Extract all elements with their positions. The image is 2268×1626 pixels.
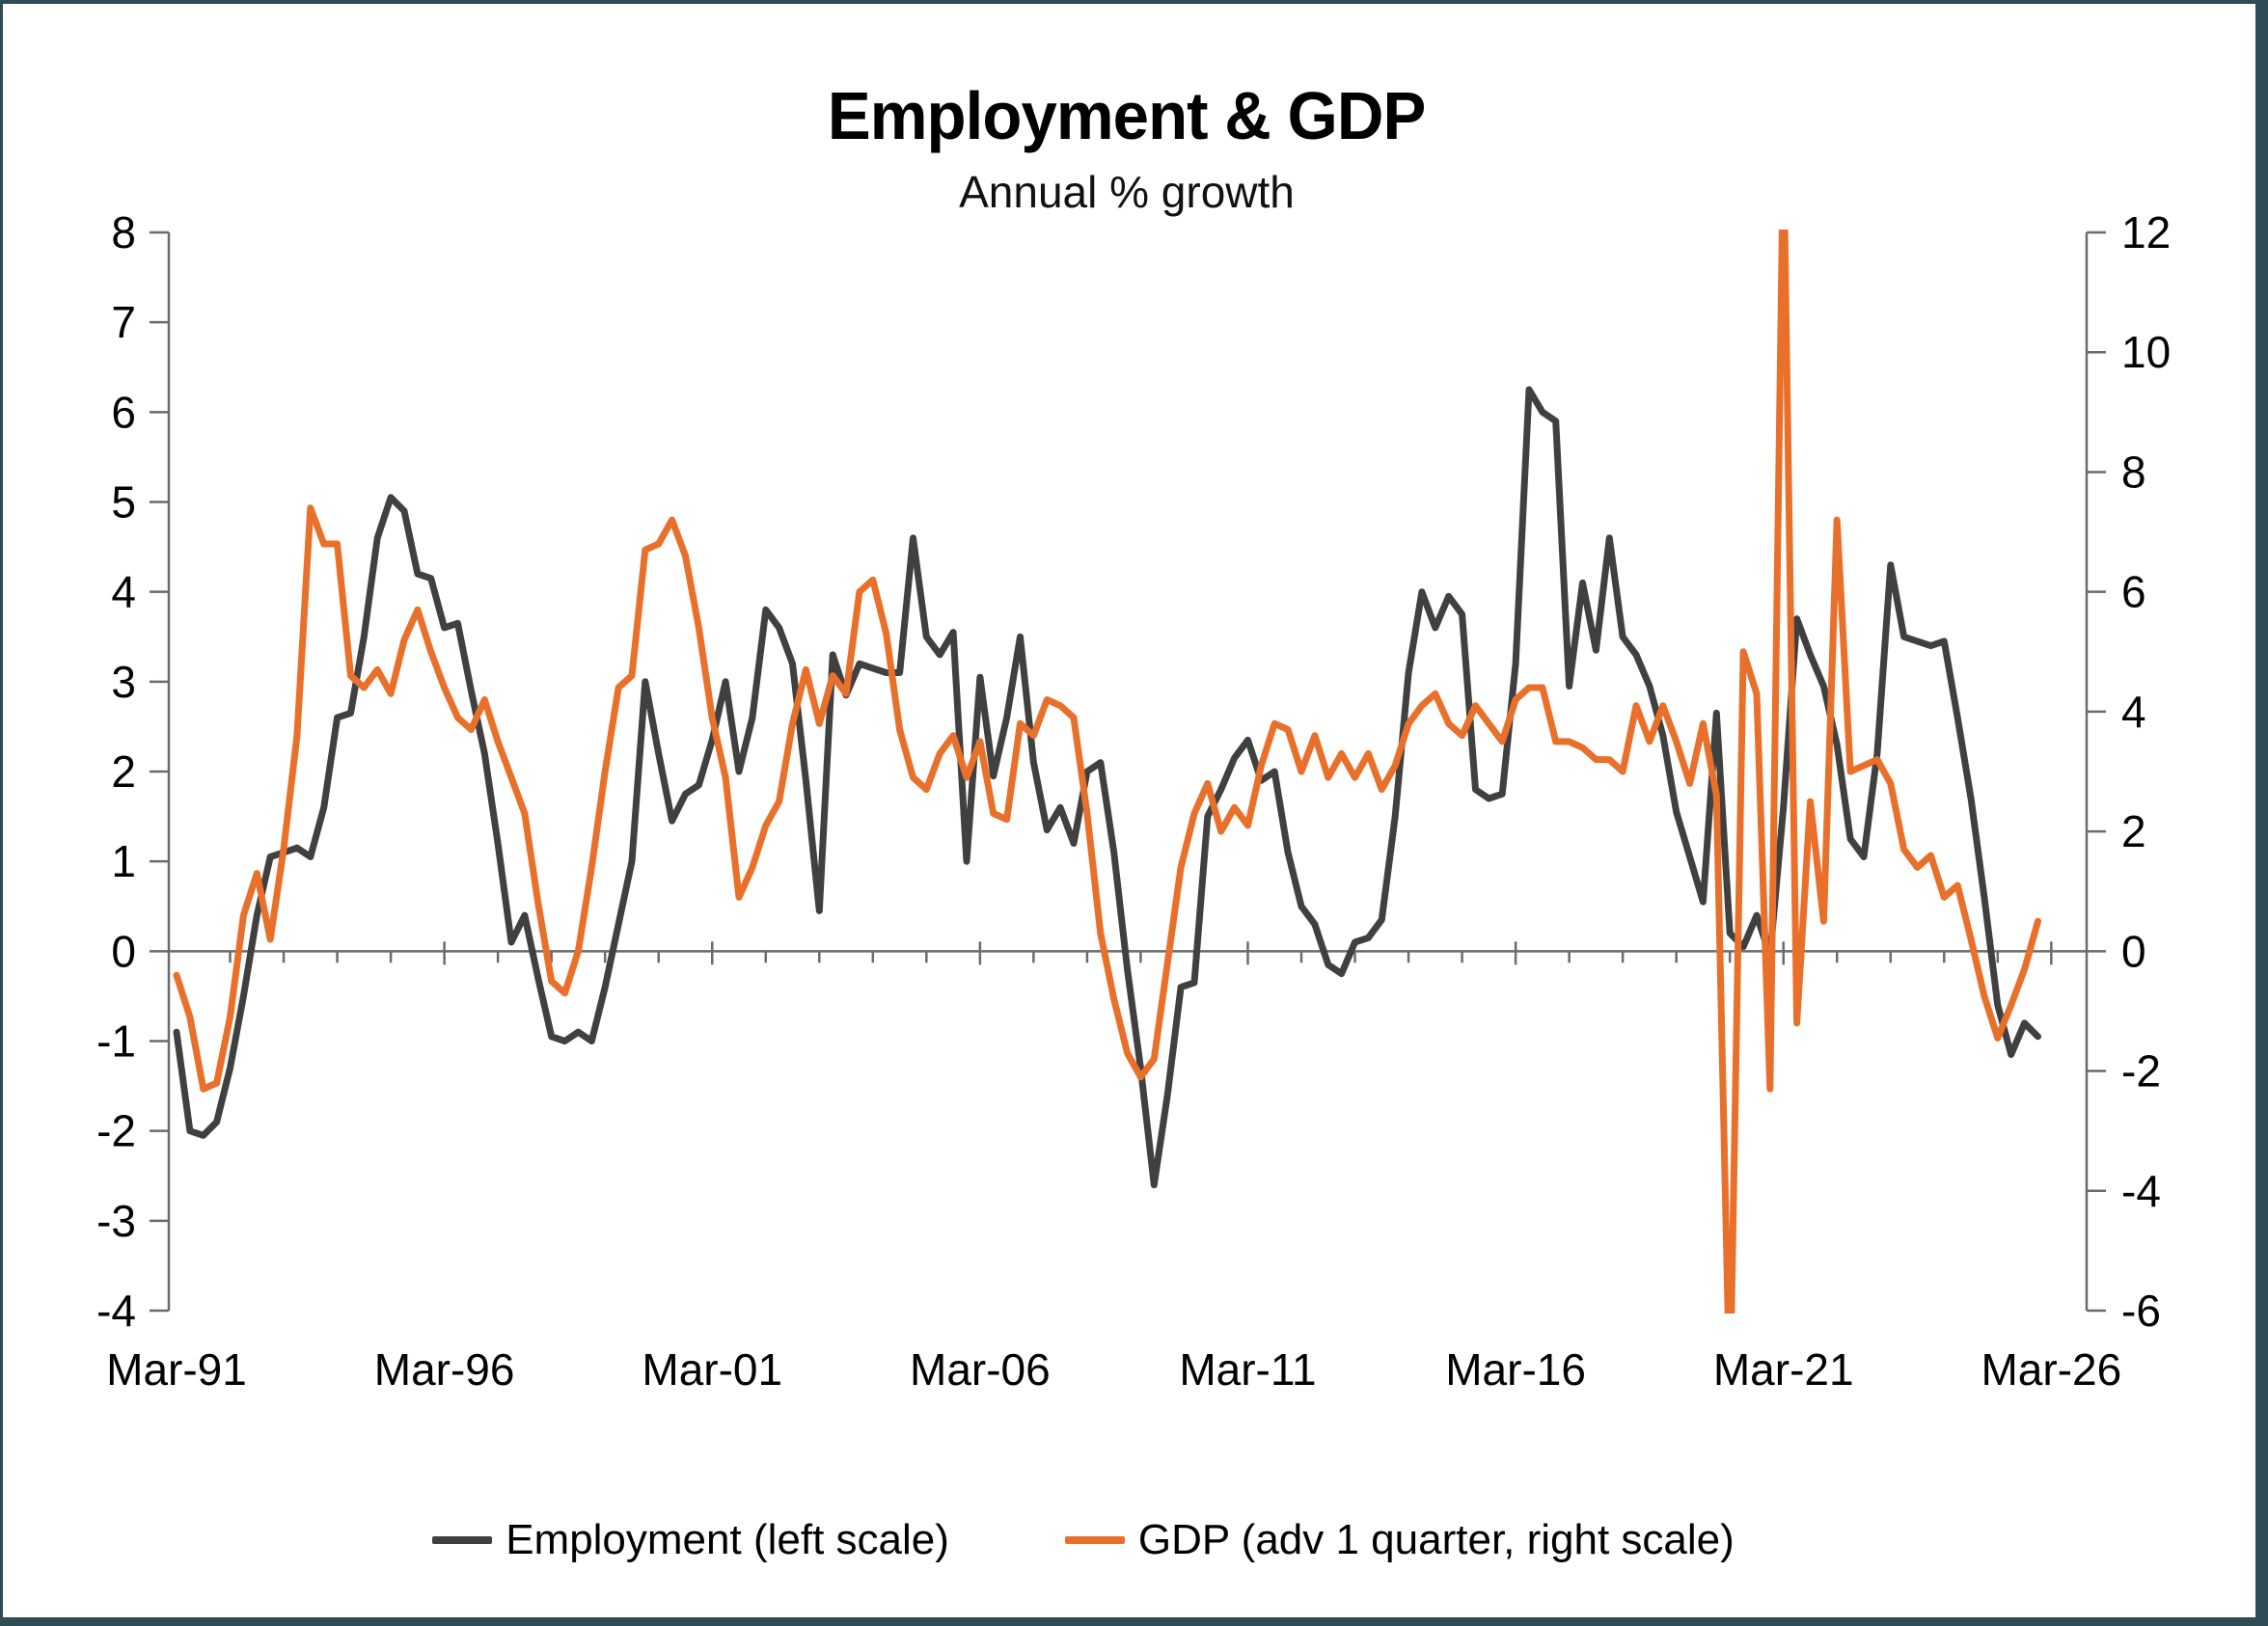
left-axis-tick-label: 4	[111, 567, 136, 617]
legend-item-gdp: GDP (adv 1 quarter, right scale)	[1064, 1516, 1735, 1564]
x-axis-tick-label: Mar-26	[1981, 1344, 2121, 1395]
employment-line	[173, 386, 2041, 1189]
chart-subtitle: Annual % growth	[959, 167, 1295, 217]
left-axis-tick-label: 3	[111, 657, 136, 707]
left-axis-tick-label: 7	[111, 297, 136, 347]
right-axis-tick-label: 12	[2121, 207, 2171, 257]
right-axis-tick-label: 10	[2121, 327, 2171, 377]
employment-line-swatch	[432, 1536, 493, 1544]
left-axis-tick-label: 5	[111, 477, 136, 528]
x-axis-tick-label: Mar-96	[374, 1344, 515, 1395]
x-axis-tick-label: Mar-91	[106, 1344, 247, 1395]
left-axis-tick-label: -4	[96, 1286, 136, 1336]
right-axis-tick-label: 0	[2121, 926, 2146, 976]
right-axis-tick-label: 6	[2121, 567, 2146, 617]
legend-label-employment: Employment (left scale)	[506, 1516, 949, 1563]
legend-label-gdp: GDP (adv 1 quarter, right scale)	[1137, 1516, 1735, 1563]
x-axis-tick-label: Mar-21	[1713, 1344, 1854, 1395]
left-axis-tick-label: 0	[111, 926, 136, 976]
gdp-line	[173, 230, 2041, 1314]
left-axis-tick-label: -2	[96, 1106, 136, 1156]
chart-legend: Employment (left scale) GDP (adv 1 quart…	[3, 1516, 2164, 1564]
left-axis-tick-label: 6	[111, 387, 136, 437]
x-axis-tick-label: Mar-01	[642, 1344, 782, 1395]
chart-title: Employment & GDP	[828, 78, 1426, 153]
left-axis-tick-label: 1	[111, 836, 136, 886]
left-axis-tick-label: 8	[111, 207, 136, 257]
x-axis-tick-label: Mar-11	[1179, 1344, 1316, 1395]
legend-item-employment: Employment (left scale)	[432, 1516, 949, 1564]
right-axis-tick-label: 2	[2121, 806, 2146, 856]
right-axis-tick-label: -6	[2121, 1286, 2161, 1336]
x-axis-tick-label: Mar-16	[1445, 1344, 1586, 1395]
right-axis-tick-label: 4	[2121, 687, 2146, 737]
left-axis-tick-label: -1	[96, 1016, 136, 1067]
right-axis-tick-label: 8	[2121, 447, 2146, 497]
x-axis-tick-label: Mar-06	[910, 1344, 1051, 1395]
gdp-line-swatch	[1064, 1536, 1125, 1544]
left-axis-tick-label: -3	[96, 1196, 136, 1246]
left-axis-tick-label: 2	[111, 746, 136, 797]
right-axis-tick-label: -4	[2121, 1166, 2161, 1216]
right-axis-tick-label: -2	[2121, 1046, 2161, 1097]
